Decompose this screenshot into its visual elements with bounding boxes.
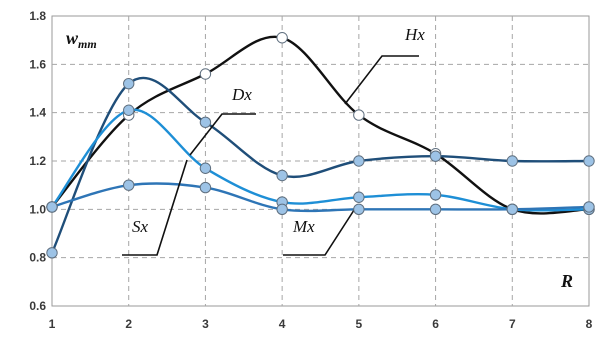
x-tick-label: 7 [509, 317, 516, 331]
data-point-dx [46, 247, 58, 259]
series-label-sx: Sx [132, 217, 149, 236]
y-axis-title-main: w [66, 28, 79, 48]
data-point-mx [429, 203, 442, 216]
y-tick-label: 1.8 [29, 9, 46, 23]
y-tick-label: 1.2 [29, 154, 46, 168]
data-point-hx [276, 32, 288, 44]
data-point-sx [353, 191, 365, 203]
label-leader-hx [344, 55, 419, 105]
axes: 0.6 0.8 1.0 1.2 1.4 1.6 1.8 1 2 3 4 5 6 7 8 [29, 9, 592, 331]
label-leader-sx [122, 159, 188, 256]
data-point-dx [429, 150, 442, 162]
x-axis-title: R [560, 271, 573, 291]
data-point-hx [199, 68, 212, 80]
y-tick-label: 1.0 [29, 202, 46, 216]
y-tick-label: 1.4 [29, 106, 46, 120]
x-tick-label: 3 [202, 317, 209, 331]
series-markers [46, 32, 595, 259]
x-tick-label: 5 [356, 317, 363, 331]
data-point-sx [199, 162, 212, 174]
data-point-mx [583, 201, 595, 213]
y-tick-label: 1.6 [29, 57, 46, 71]
x-tick-label: 8 [586, 317, 593, 331]
data-point-mx [353, 203, 365, 216]
label-leaders [122, 55, 419, 256]
series-labels: Hx Dx Sx Mx [132, 25, 425, 236]
data-point-mx [46, 201, 58, 213]
y-axis-title: wmm [66, 28, 97, 51]
series-label-mx: Mx [292, 217, 315, 236]
data-point-dx [583, 155, 595, 167]
y-axis-title-sub: mm [78, 37, 97, 51]
data-point-mx [506, 203, 518, 216]
data-point-sx [429, 189, 442, 201]
data-point-mx [199, 181, 212, 194]
data-point-dx [199, 116, 212, 129]
x-tick-label: 2 [125, 317, 132, 331]
x-tick-label: 4 [279, 317, 286, 331]
data-point-hx [353, 109, 365, 121]
x-tick-label: 1 [49, 317, 56, 331]
data-point-mx [276, 203, 288, 216]
label-leader-dx [189, 113, 256, 156]
label-leader-mx [283, 206, 357, 256]
series-line-mx [50, 182, 591, 213]
data-point-mx [123, 179, 135, 191]
data-point-dx [276, 169, 288, 182]
series-label-dx: Dx [231, 85, 252, 104]
data-point-sx [123, 104, 135, 116]
data-point-dx [506, 155, 518, 167]
x-tick-label: 6 [432, 317, 439, 331]
data-point-dx [123, 77, 135, 90]
y-tick-label: 0.8 [29, 251, 46, 265]
y-tick-label: 0.6 [29, 299, 46, 313]
series-label-hx: Hx [404, 25, 425, 44]
data-point-dx [353, 155, 365, 167]
